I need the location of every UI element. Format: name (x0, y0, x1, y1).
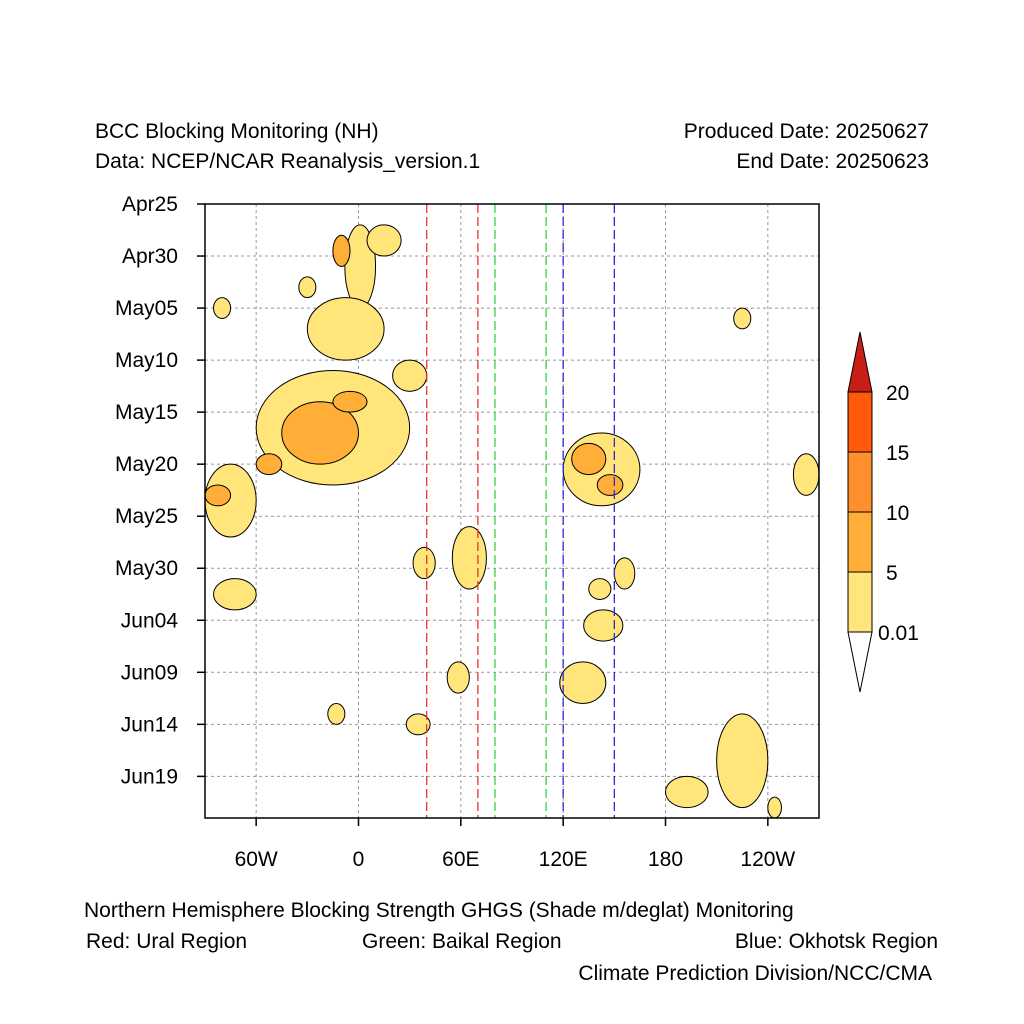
colorbar-label: 15 (886, 442, 909, 465)
x-tick-label: 120W (740, 848, 795, 871)
x-tick-label: 60E (442, 848, 479, 871)
blocking-area-25 (559, 661, 607, 705)
colorbar-bottom-arrow (847, 631, 873, 693)
legend-blue-region: Blue: Okhotsk Region (734, 930, 938, 953)
x-tick-label: 120E (539, 848, 588, 871)
colorbar-box (847, 451, 873, 513)
footer-description: Northern Hemisphere Blocking Strength GH… (84, 899, 794, 922)
legend-green-region: Green: Baikal Region (362, 930, 562, 953)
blocking-area-31 (767, 796, 782, 818)
region-lines (426, 204, 615, 818)
data-source: Data: NCEP/NCAR Reanalysis_version.1 (95, 150, 481, 173)
x-tick-label: 180 (648, 848, 683, 871)
y-tick-label: May10 (115, 349, 178, 372)
y-tick-label: Apr30 (122, 245, 178, 268)
blocking-area-8 (392, 359, 428, 392)
blocking-area-28 (405, 713, 431, 736)
blocking-area-22 (588, 578, 612, 600)
colorbar: 0.01 5 10 15 20 (847, 331, 919, 693)
blocking-area-26 (446, 661, 470, 694)
colorbar-top-arrow (847, 331, 873, 393)
x-tick-label: 60W (235, 848, 278, 871)
plot-background (205, 204, 819, 818)
blocking-area-23 (613, 557, 636, 590)
colorbar-label: 0.01 (878, 622, 919, 645)
blocking-area-18 (792, 453, 819, 496)
y-tick-label: May30 (115, 557, 178, 580)
produced-date: Produced Date: 20250627 (683, 120, 929, 143)
blocking-area-10 (281, 401, 359, 465)
blocking-areas (205, 224, 819, 818)
blocking-area-29 (716, 713, 769, 809)
blocking-area-5 (213, 297, 232, 319)
blocking-area-12 (255, 453, 283, 476)
y-tick-label: Jun04 (121, 609, 179, 632)
blocking-area-19 (451, 526, 487, 590)
y-tick-label: May20 (115, 453, 178, 476)
y-tick-label: May05 (115, 297, 178, 320)
x-tick-label: 0 (353, 848, 365, 871)
colorbar-label: 10 (886, 502, 909, 525)
blocking-area-11 (332, 390, 368, 413)
blocking-area-2 (332, 234, 351, 267)
y-tick-label: Jun19 (121, 765, 178, 788)
y-tick-label: Jun14 (121, 713, 179, 736)
blocking-area-21 (213, 578, 257, 611)
chart-title: BCC Blocking Monitoring (NH) (95, 120, 379, 143)
blocking-area-24 (583, 609, 624, 642)
blocking-area-14 (205, 484, 232, 507)
colorbar-label: 20 (886, 382, 909, 405)
y-tick-label: May15 (115, 401, 178, 424)
blocking-area-27 (327, 703, 346, 725)
blocking-area-16 (571, 442, 607, 476)
colorbar-label: 5 (886, 562, 898, 585)
plot-frame (204, 203, 820, 819)
blocking-area-4 (298, 276, 317, 299)
colorbar-box (847, 511, 873, 573)
colorbar-box (847, 571, 873, 633)
blocking-area-7 (733, 307, 752, 330)
y-tick-label: Apr25 (122, 193, 178, 216)
legend-red-region: Red: Ural Region (86, 930, 248, 953)
blocking-area-30 (665, 775, 709, 809)
end-date: End Date: 20250623 (736, 150, 929, 173)
blocking-area-6 (306, 297, 385, 361)
credit: Climate Prediction Division/NCC/CMA (578, 962, 932, 985)
colorbar-box (847, 391, 873, 453)
y-tick-label: May25 (115, 505, 178, 528)
y-tick-label: Jun09 (121, 661, 178, 684)
blocking-area-3 (366, 224, 402, 257)
blocking-area-20 (412, 546, 436, 580)
x-axis: 60W 0 60E 120E 180 120W (235, 818, 795, 871)
blocking-area-17 (596, 474, 624, 496)
y-axis: Apr25 Apr30 May05 May10 May15 May20 May25 May30… (115, 193, 205, 788)
blocking-area-13 (205, 463, 257, 538)
